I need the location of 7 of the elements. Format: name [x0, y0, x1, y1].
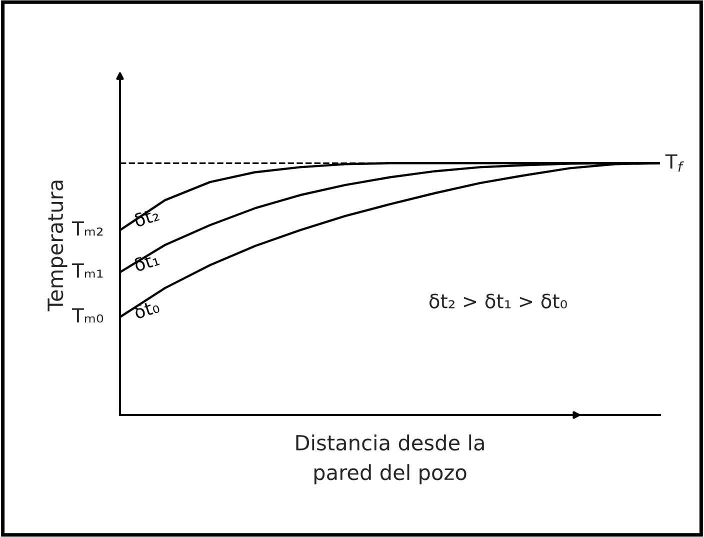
- annotation: δt₂ > δt₁ > δt₀: [429, 294, 567, 308]
- text: Tₘ₂: [72, 221, 103, 236]
- x-axis-title: Distancia desde la pared del pozo: [296, 434, 484, 484]
- text: Tₘ₀: [72, 308, 104, 323]
- y-axis-title: Temperatura: [48, 180, 68, 312]
- text: Tₘ₁: [72, 263, 103, 278]
- ref-line-label: T$_{f}$: [665, 154, 684, 172]
